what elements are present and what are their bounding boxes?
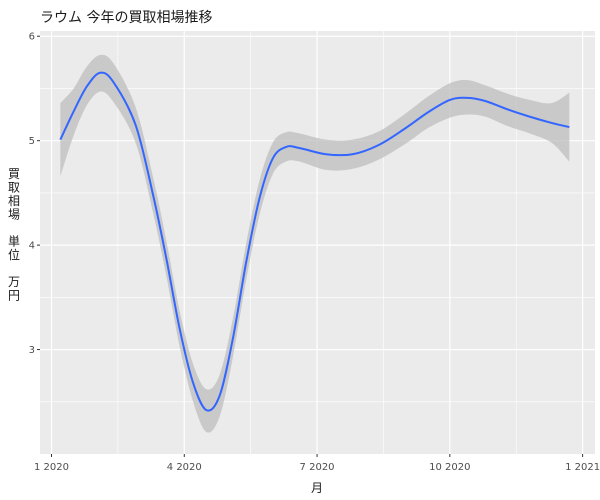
confidence-ribbon [60,54,570,433]
y-axis-title-char: 位 [8,247,20,262]
x-tick-label: 4 2020 [167,462,202,473]
x-tick-label: 1 2021 [565,462,600,473]
x-tick-label: 1 2020 [34,462,69,473]
x-tick-label: 7 2020 [300,462,335,473]
trend-line [59,71,570,412]
y-axis: 3 4 5 6 [29,32,40,356]
y-axis-title-char: 単 [8,235,20,249]
y-axis-title-char: 万 [8,275,20,289]
y-tick-label: 6 [29,32,35,43]
x-tick-label: 10 2020 [429,462,470,473]
y-axis-title-char: 取 [8,181,20,195]
y-axis-title-char: 相 [8,194,20,208]
y-tick-label: 5 [29,136,35,147]
y-axis-title-char: 円 [8,289,20,303]
x-axis: 1 2020 4 2020 7 2020 10 2020 1 2021 [34,454,600,473]
y-tick-label: 4 [29,241,35,252]
x-axis-title: 月 [311,481,323,495]
y-axis-title-char: 買 [8,167,20,181]
y-tick-label: 3 [29,345,35,356]
chart-title: ラウム 今年の買取相場推移 [40,10,212,26]
y-axis-title-char: 場 [8,208,20,222]
